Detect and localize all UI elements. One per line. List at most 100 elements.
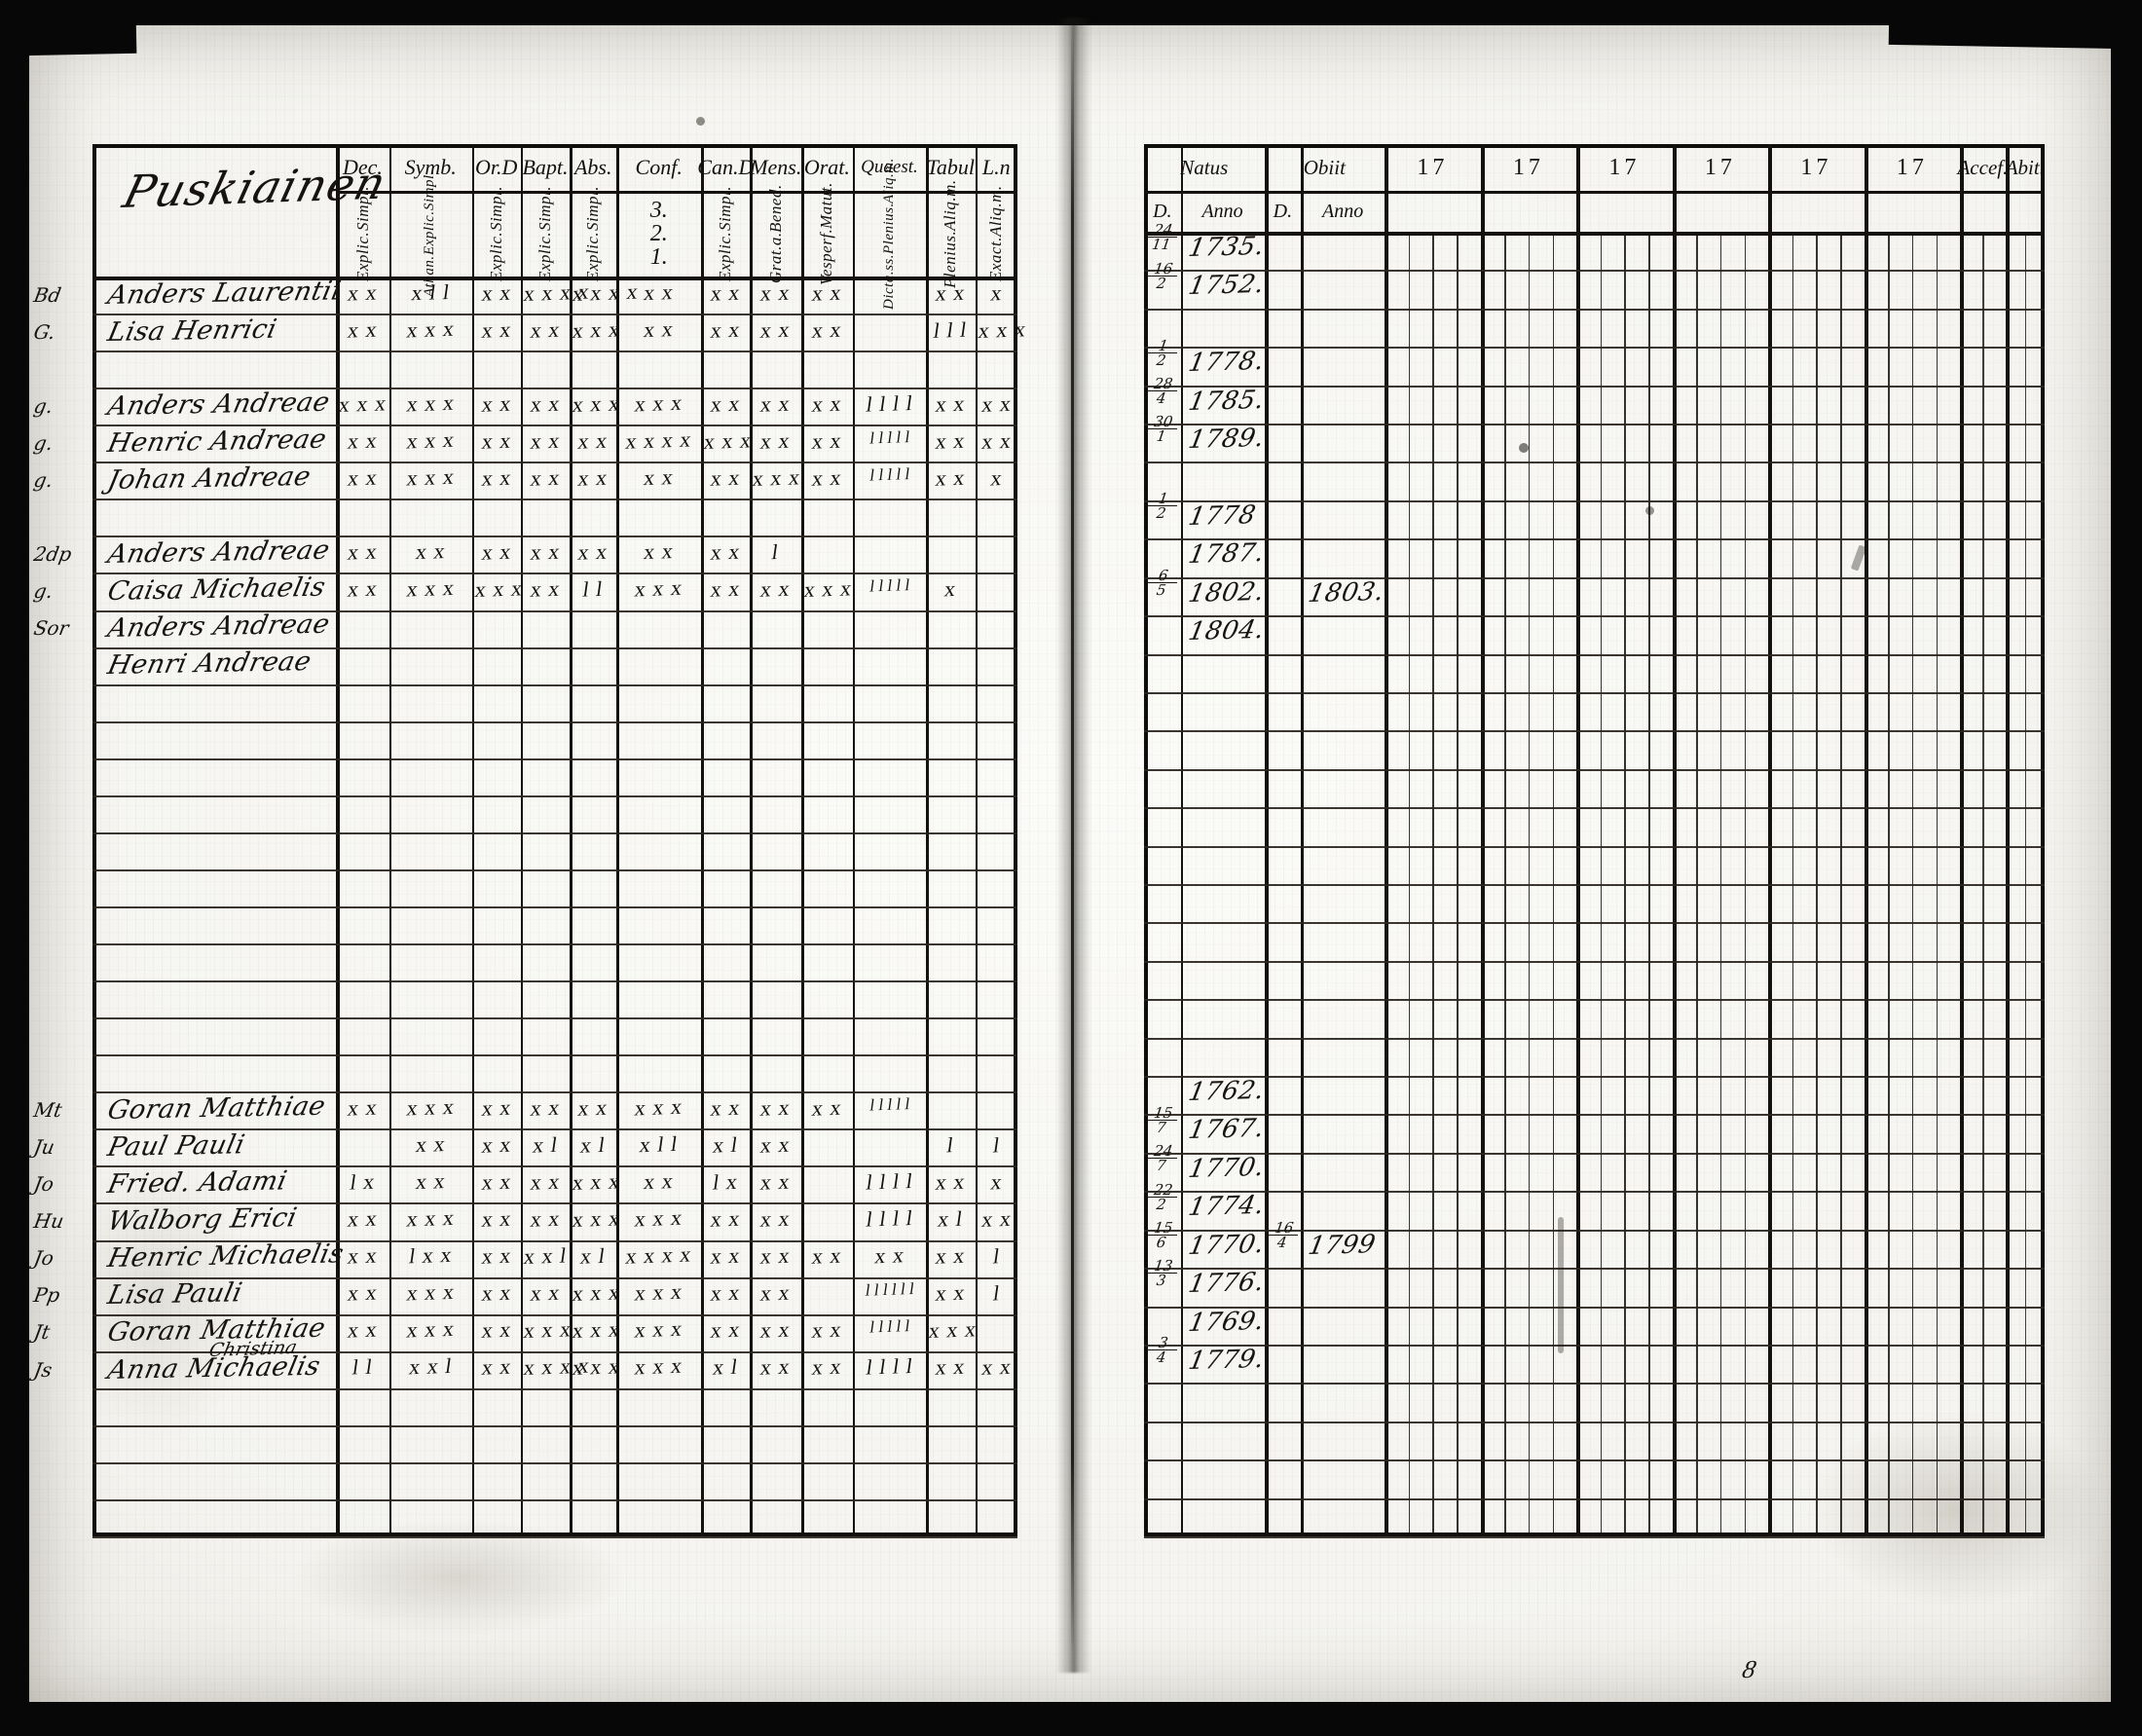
row-attendance-marks: x x [346,1242,380,1269]
left-row-rule [92,1017,1017,1020]
row-attendance-marks: x x [529,1094,563,1121]
left-row-rule [92,425,1017,427]
row-attendance-marks: x x [709,279,743,306]
row-attendance-marks: l x x [407,1241,455,1269]
left-col-divider-abs [570,144,572,1536]
left-col-header-conf: Conf. [635,155,683,179]
obiit-day-fraction: 16 4 [1266,1219,1299,1251]
row-attendance-marks: l l l l l [868,1316,911,1337]
natus-year: 1787. [1185,538,1267,571]
left-col-divider-cand [701,144,704,1536]
row-attendance-marks: x x [642,315,677,342]
natus-month: 7 [1145,1119,1177,1136]
left-col-header-bapt: Bapt. [522,155,569,179]
natus-year: 1778 [1185,500,1258,532]
left-header-rule-bottom [92,277,1017,280]
row-attendance-marks: x x [810,1316,844,1343]
row-attendance-marks: x x x [405,1278,457,1306]
right-row-rule [1144,538,2045,541]
row-attendance-marks: x x [529,1168,563,1195]
left-header-rule-top [336,191,1017,194]
row-attendance-marks: x x [709,316,743,343]
row-attendance-marks: x x [872,1242,906,1269]
subheader-text: Explic. Simpl. [716,186,735,281]
left-col-header-dec: Dec. [342,155,383,179]
row-attendance-marks: x l [578,1242,609,1269]
natus-day: 15 [1153,1103,1174,1122]
row-attendance-marks: x x [934,1353,968,1381]
natus-month: 7 [1145,1157,1177,1174]
left-row-rule [92,609,1017,612]
natus-day: 16 [1153,259,1174,277]
left-col-header-abs: Abs. [573,155,612,179]
left-col-subheader-orat: Vesperf. Matut. [801,182,853,285]
row-margin-mark: Hu [31,1209,66,1234]
right-col-header-natus: Natus [1180,155,1229,179]
natus-year: 1779. [1185,1344,1267,1376]
right-row-rule [1144,1459,2045,1462]
row-attendance-marks: x x [934,1168,968,1195]
natus-year: 1767. [1185,1114,1267,1146]
row-attendance-marks: x x [934,464,968,491]
row-name: Johan Andreae [104,462,314,497]
left-row-rule [92,1350,1017,1353]
right-col-divider-5 [1480,144,1484,1536]
right-row-rule [1144,960,2045,963]
right-col-header-accefs: Accef. [1957,155,2009,179]
right-row-rule [1144,615,2045,618]
left-col-header-quaest: Quaest. [861,157,918,177]
right-row-rule [1144,1152,2045,1155]
row-attendance-marks: x x [758,279,794,306]
right-header-rule-top [1144,191,2045,194]
right-row-rule [1144,1421,2045,1423]
right-col-divider-7 [1672,144,1676,1536]
left-col-divider-conf [616,144,619,1536]
row-attendance-marks: x x x [571,315,623,343]
row-attendance-marks: x x [414,1168,448,1195]
right-row-rule [1144,845,2045,848]
row-attendance-marks: x x [479,1279,513,1306]
natus-year: 1778. [1185,347,1267,379]
row-margin-mark: G. [31,319,57,344]
row-attendance-marks: x x [346,279,380,306]
row-margin-mark: Pp [31,1283,62,1308]
row-attendance-marks: x l [711,1131,741,1158]
row-attendance-marks: x x [709,538,743,565]
row-name: Goran Matthiae [104,1090,329,1127]
row-attendance-marks: x x [642,463,677,490]
row-attendance-marks: x x [810,427,844,454]
row-attendance-marks: x x x [405,1093,457,1121]
natus-year: 1804. [1185,615,1267,647]
natus-month: 5 [1145,581,1177,599]
right-row-rule [1144,884,2045,886]
row-attendance-marks: x x [709,1094,743,1121]
subheader-text: Explic. Simpl. [352,186,372,281]
left-row-rule [92,1424,1017,1427]
row-attendance-marks: x x [979,1205,1014,1232]
left-col-subheader-quaest: Dicta.ss. Plenius. Aliq.m. [853,158,926,311]
row-name: Anders Andreae [104,535,333,571]
row-attendance-marks: x x [810,1353,844,1380]
row-attendance-marks: x x x [702,427,755,454]
scan-corner-tl [18,16,137,56]
right-row-rule [1144,347,2045,350]
left-col-divider-mens [750,144,753,1536]
row-attendance-marks: x x [346,427,380,454]
row-attendance-marks: x x [758,1242,794,1269]
natus-year: 1776. [1185,1268,1267,1300]
right-header-rule-bottom [1144,232,2045,236]
left-row-rule [92,868,1017,871]
row-attendance-marks: x x [529,1279,563,1306]
row-attendance-marks: x x x x [624,1241,694,1269]
subheader-text: Plenius. Aliq.m. [941,179,960,288]
natus-day: 1 [1157,336,1169,354]
right-row-rule [1144,1268,2045,1271]
row-attendance-marks: x x x x [571,278,641,306]
left-col-header-mens: Mens. [750,155,802,179]
row-attendance-marks: x x [576,464,610,491]
subheader-text: Exact. Aliq.m. [986,185,1006,282]
row-attendance-marks: x x x [927,1316,979,1344]
right-row-rule [1144,462,2045,464]
row-attendance-marks: x x x [976,315,1028,343]
